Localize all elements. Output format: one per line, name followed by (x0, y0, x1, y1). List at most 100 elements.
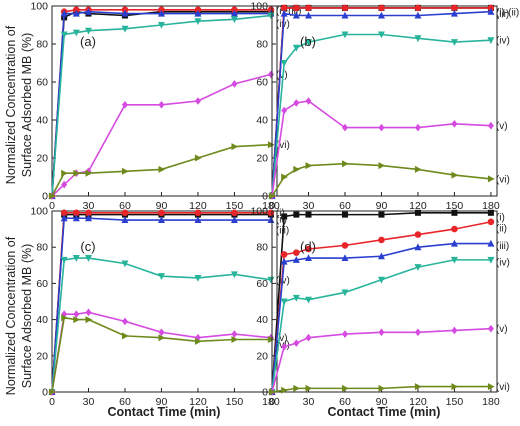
series-label: (i)-(ii) (496, 7, 519, 18)
data-point (377, 252, 385, 260)
data-point (84, 7, 92, 15)
data-point (281, 213, 288, 220)
data-point (230, 216, 238, 224)
panel-label: (b) (300, 34, 316, 49)
data-point (378, 4, 385, 12)
data-point (157, 216, 165, 224)
data-point (230, 16, 238, 24)
data-point (121, 9, 129, 17)
data-point (414, 123, 421, 132)
series-iv: (iv) (268, 31, 510, 200)
data-point (267, 141, 275, 149)
data-point (280, 298, 288, 306)
data-point (72, 255, 80, 262)
data-point (487, 37, 495, 44)
data-point (280, 60, 288, 67)
series-iii: (iii) (268, 7, 509, 199)
y-tick-label: 0 (262, 191, 268, 203)
data-point (487, 7, 495, 15)
y-tick-label: 80 (256, 39, 268, 51)
x-tick-label: 150 (446, 396, 464, 408)
data-point (304, 296, 312, 304)
data-point (414, 11, 422, 19)
data-point (378, 328, 385, 337)
data-point (487, 175, 495, 183)
series-label: (v) (276, 333, 288, 344)
series-vi: (vi) (49, 140, 290, 200)
y-tick-label: 0 (42, 191, 48, 203)
data-point (73, 209, 80, 217)
data-point (451, 4, 458, 12)
x-tick-label: 120 (409, 396, 427, 408)
x-tick-label: 60 (339, 200, 351, 212)
data-point (414, 35, 422, 43)
series-line (51, 311, 271, 393)
data-point (280, 9, 288, 17)
y-tick-label: 80 (36, 39, 48, 51)
y-tick-label: 60 (36, 278, 48, 290)
data-point (377, 276, 385, 284)
y-tick-label: 40 (36, 115, 48, 127)
data-point (280, 257, 288, 265)
data-point (267, 6, 275, 14)
x-tick-label: 150 (226, 396, 244, 408)
data-point (121, 332, 129, 340)
y-tick-label: 100 (250, 1, 268, 13)
panel-label: (a) (80, 34, 96, 49)
data-point (305, 162, 313, 170)
data-point (451, 209, 458, 216)
data-point (84, 214, 92, 222)
data-point (341, 11, 349, 19)
data-point (267, 70, 274, 79)
data-point (450, 256, 458, 264)
panel-label: (d) (300, 239, 316, 254)
plot-frame (271, 210, 498, 393)
panel-label: (c) (80, 239, 95, 254)
series-line (51, 73, 272, 197)
data-point (451, 326, 458, 335)
series-label: (iii) (496, 241, 509, 252)
data-point (414, 264, 422, 271)
y-tick-label: 80 (36, 242, 48, 254)
y-tick-label: 40 (36, 314, 48, 326)
data-point (414, 231, 422, 238)
data-point (305, 97, 312, 105)
data-point (267, 216, 275, 224)
data-point (73, 310, 80, 318)
y-tick-label: 40 (256, 314, 268, 326)
data-point (378, 211, 385, 218)
data-point (341, 330, 348, 338)
data-point (378, 384, 386, 392)
x-tick-label: 180 (482, 200, 500, 212)
data-point (157, 273, 165, 280)
data-point (49, 192, 56, 200)
data-point (72, 9, 80, 17)
x-tick-label: 0 (269, 200, 275, 212)
data-point (292, 11, 300, 19)
data-point (304, 254, 312, 262)
data-point (341, 123, 348, 132)
series-i: (i) (49, 208, 285, 395)
data-point (194, 18, 202, 25)
data-point (293, 384, 301, 392)
data-point (281, 173, 288, 181)
data-point (72, 214, 80, 222)
data-point (194, 154, 202, 162)
y-tick-label: 20 (256, 153, 268, 165)
y-axis-label-bottom-line1: Normalized Concentration of (4, 236, 18, 395)
plot-frame (271, 5, 498, 197)
data-point (305, 211, 312, 218)
data-point (194, 274, 202, 282)
data-point (194, 97, 201, 105)
series-label: (iv) (496, 36, 510, 47)
data-point (378, 123, 385, 132)
data-point (414, 165, 422, 173)
data-point (414, 328, 421, 337)
data-point (305, 384, 313, 392)
data-point (158, 101, 165, 109)
y-tick-label: 100 (30, 206, 48, 218)
data-point (158, 165, 166, 173)
data-point (269, 388, 276, 396)
data-point (414, 4, 422, 12)
